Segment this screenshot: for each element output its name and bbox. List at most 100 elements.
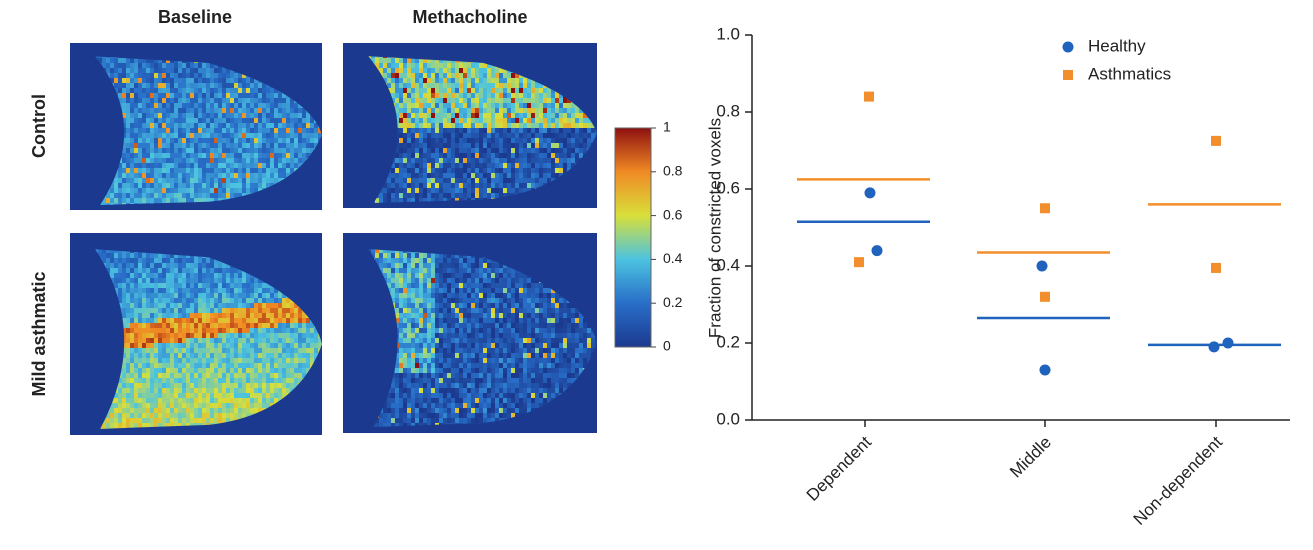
voxel: [439, 128, 443, 133]
voxel: [170, 188, 174, 193]
voxel: [166, 108, 170, 113]
voxel: [523, 173, 527, 178]
voxel: [174, 138, 178, 143]
voxel: [527, 183, 531, 188]
voxel: [150, 193, 154, 198]
voxel: [443, 68, 447, 73]
voxel: [391, 78, 395, 83]
voxel: [262, 128, 266, 133]
voxel: [503, 133, 507, 138]
voxel: [254, 113, 258, 118]
voxel: [170, 163, 174, 168]
voxel: [150, 78, 154, 83]
voxel: [407, 123, 411, 128]
voxel: [527, 138, 531, 143]
voxel: [238, 163, 242, 168]
voxel: [150, 283, 154, 288]
voxel: [262, 118, 266, 123]
voxel: [563, 98, 567, 103]
voxel: [130, 98, 134, 103]
voxel: [210, 188, 214, 193]
voxel: [423, 83, 427, 88]
voxel: [419, 123, 423, 128]
voxel: [138, 103, 142, 108]
voxel: [551, 138, 555, 143]
voxel: [218, 113, 222, 118]
voxel: [110, 68, 114, 73]
voxel: [170, 283, 174, 288]
voxel: [475, 78, 479, 83]
voxel: [126, 133, 130, 138]
voxel: [250, 188, 254, 193]
voxel: [122, 258, 126, 263]
voxel: [439, 133, 443, 138]
voxel: [154, 83, 158, 88]
voxel: [499, 158, 503, 163]
voxel: [547, 138, 551, 143]
voxel: [407, 58, 411, 63]
voxel: [503, 188, 507, 193]
voxel: [395, 173, 399, 178]
voxel: [246, 128, 250, 133]
voxel: [511, 108, 515, 113]
voxel: [495, 128, 499, 133]
voxel: [202, 158, 206, 163]
voxel: [523, 103, 527, 108]
voxel: [459, 153, 463, 158]
voxel: [471, 108, 475, 113]
voxel: [274, 148, 278, 153]
voxel: [106, 258, 110, 263]
voxel: [250, 83, 254, 88]
voxel: [411, 153, 415, 158]
voxel: [122, 93, 126, 98]
voxel: [170, 83, 174, 88]
voxel: [411, 148, 415, 153]
voxel: [507, 73, 511, 78]
voxel: [475, 118, 479, 123]
voxel: [162, 113, 166, 118]
voxel: [202, 258, 206, 263]
voxel: [130, 178, 134, 183]
voxel: [274, 178, 278, 183]
voxel: [202, 88, 206, 93]
voxel: [202, 163, 206, 168]
voxel: [451, 78, 455, 83]
voxel: [479, 73, 483, 78]
voxel: [455, 113, 459, 118]
voxel: [170, 78, 174, 83]
voxel: [447, 143, 451, 148]
voxel: [591, 128, 595, 133]
voxel: [399, 183, 403, 188]
voxel: [475, 103, 479, 108]
voxel: [190, 98, 194, 103]
voxel: [467, 188, 471, 193]
voxel: [391, 83, 395, 88]
voxel: [170, 183, 174, 188]
voxel: [575, 133, 579, 138]
voxel: [210, 283, 214, 288]
voxel: [463, 133, 467, 138]
voxel: [134, 158, 138, 163]
voxel: [222, 128, 226, 133]
voxel: [246, 123, 250, 128]
voxel: [399, 153, 403, 158]
voxel: [435, 78, 439, 83]
voxel: [258, 118, 262, 123]
voxel: [242, 113, 246, 118]
voxel: [270, 88, 274, 93]
voxel: [194, 138, 198, 143]
voxel: [134, 68, 138, 73]
voxel: [174, 153, 178, 158]
voxel: [250, 183, 254, 188]
voxel: [282, 148, 286, 153]
voxel: [471, 98, 475, 103]
voxel: [130, 193, 134, 198]
voxel: [495, 138, 499, 143]
voxel: [182, 168, 186, 173]
voxel: [539, 103, 543, 108]
voxel: [202, 173, 206, 178]
voxel: [114, 268, 118, 273]
voxel: [174, 113, 178, 118]
voxel: [475, 63, 479, 68]
voxel: [126, 83, 130, 88]
